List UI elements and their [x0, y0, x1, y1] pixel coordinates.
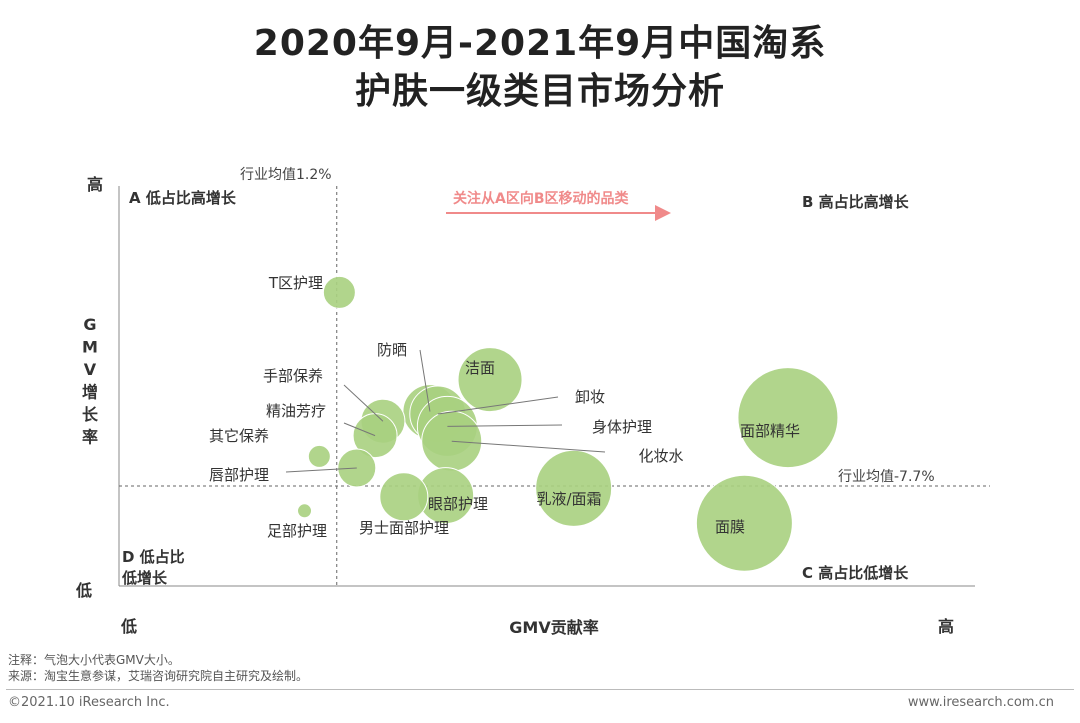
bubble-label-4: 精油芳疗 [266, 402, 326, 420]
y-low-label: 低 [75, 581, 92, 600]
leader-line-3 [343, 384, 384, 422]
x-low-label: 低 [120, 617, 137, 636]
bubble-label-11: 男士面部护理 [359, 519, 449, 537]
bubble-label-7: 化妆水 [638, 447, 683, 465]
footer-website: www.iresearch.com.cn [907, 695, 1054, 710]
bubble-label-0: T区护理 [268, 274, 323, 292]
bubble-label-6: 身体护理 [592, 418, 652, 436]
leader-lines [285, 349, 606, 473]
quadrant-a-label: A 低占比高增长 [129, 189, 237, 207]
bubble-label-14: 面膜 [715, 518, 745, 536]
bubble-label-10: 眼部护理 [428, 495, 488, 513]
page-title-line2: 护肤一级类目市场分析 [354, 71, 725, 112]
vline-label: 行业均值1.2% [240, 167, 332, 183]
bubble-label-13: 面部精华 [740, 422, 800, 440]
leader-line-4 [343, 422, 376, 437]
leader-line-9 [285, 467, 357, 473]
bubble-13 [737, 367, 839, 469]
quadrant-b-label: B 高占比高增长 [802, 193, 910, 211]
bubble-12 [535, 449, 613, 527]
bubble-label-5: 卸妆 [575, 388, 605, 406]
footer-divider [6, 689, 1074, 690]
quadrant-d-label: D 低占比低增长 [121, 548, 185, 587]
bubble-label-9: 唇部护理 [209, 466, 269, 484]
bubble-11 [379, 472, 429, 522]
bubble-8 [307, 444, 331, 468]
bubble-14 [695, 474, 793, 572]
bubble-label-12: 乳液/面霜 [536, 490, 601, 508]
hline-label: 行业均值-7.7% [838, 469, 935, 485]
leader-line-6 [447, 424, 563, 427]
bubble-label-15: 足部护理 [267, 522, 327, 540]
y-high-label: 高 [87, 175, 103, 194]
leader-line-1 [419, 349, 431, 412]
quadrant-c-label: C 高占比低增长 [802, 564, 909, 582]
x-high-label: 高 [938, 617, 954, 636]
bubble-label-1: 防晒 [377, 341, 407, 359]
chart-note: 注释：气泡大小代表GMV大小。 [8, 653, 180, 667]
leader-line-7 [451, 440, 606, 453]
bubble-2 [457, 347, 523, 413]
annotation-text: 关注从A区向B区移动的品类 [453, 190, 630, 207]
footer-copyright: ©2021.10 iResearch Inc. [8, 695, 170, 710]
bubble-group [297, 275, 839, 572]
y-axis-title: G M V 增长率 [82, 315, 99, 447]
leader-line-5 [437, 396, 559, 415]
x-axis-title: GMV贡献率 [509, 618, 598, 637]
chart-source: 来源：淘宝生意参谋，艾瑞咨询研究院自主研究及绘制。 [8, 669, 309, 683]
bubble-label-2: 洁面 [465, 359, 495, 377]
bubble-label-3: 手部保养 [263, 367, 323, 385]
bubble-15 [297, 503, 313, 519]
bubble-0 [322, 275, 356, 309]
bubble-chart: 行业均值1.2% 行业均值-7.7% 高 低 低 高 GMV贡献率 G M V 增长率… [75, 167, 990, 637]
page-title-line1: 2020年9月-2021年9月中国淘系 [253, 23, 827, 64]
bubble-label-8: 其它保养 [209, 427, 269, 445]
